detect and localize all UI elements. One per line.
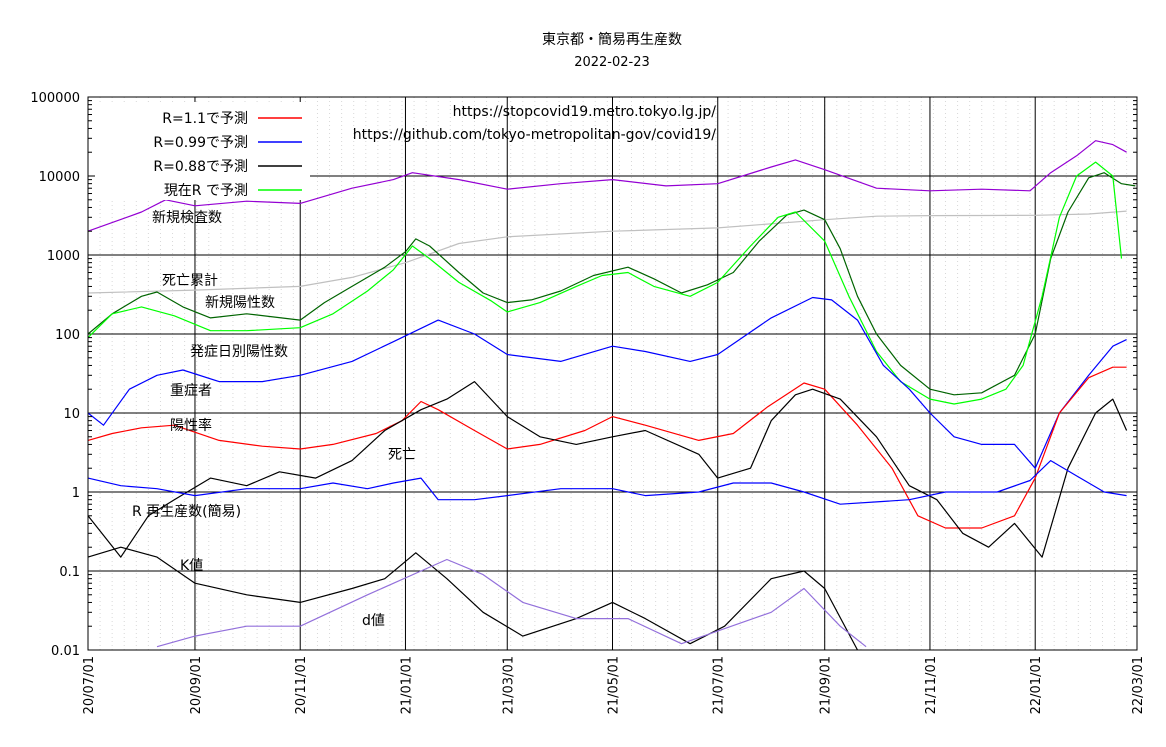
source-url: https://stopcovid19.metro.tokyo.lg.jp/ xyxy=(453,104,717,120)
source-urls: https://stopcovid19.metro.tokyo.lg.jp/ht… xyxy=(353,104,717,143)
series-line-発症日別陽性数 xyxy=(87,161,1123,405)
y-tick-label: 10000 xyxy=(39,170,80,185)
y-tick-label: 1000 xyxy=(47,249,80,264)
series-line-重症者 xyxy=(87,296,1127,469)
x-tick-label: 22/03/01 xyxy=(1131,656,1146,714)
annotation-label: 陽性率 xyxy=(170,417,212,434)
x-tick-label: 21/07/01 xyxy=(712,656,727,714)
x-tick-label: 20/09/01 xyxy=(189,656,204,714)
chart-subtitle: 2022-02-23 xyxy=(574,55,650,70)
legend-label: R=0.88で予測 xyxy=(153,159,248,175)
x-tick-label: 20/11/01 xyxy=(294,656,309,714)
series-line-K値 xyxy=(87,546,859,651)
series-layer xyxy=(87,140,1136,651)
series-line-R_再生産数(簡易) xyxy=(87,460,1127,505)
annotation-label: 新規陽性数 xyxy=(205,295,275,311)
y-tick-label: 1 xyxy=(72,486,80,501)
series-line-新規検査数 xyxy=(87,140,1127,232)
x-tick-label: 20/07/01 xyxy=(82,656,97,714)
axes: 0.01 0.1 1 10 100 1000 10000 100000 20/07/01 20/0… xyxy=(30,91,1146,714)
x-tick-label: 21/11/01 xyxy=(924,656,939,714)
series-line-新規陽性数 xyxy=(87,172,1136,396)
y-tick-label: 10 xyxy=(63,407,80,422)
annotation-label: R 再生産数(簡易) xyxy=(132,504,241,520)
x-tick-label: 21/03/01 xyxy=(501,656,516,714)
y-tick-label: 0.01 xyxy=(51,644,80,659)
annotation-label: 発症日別陽性数 xyxy=(190,344,288,360)
y-tick-label: 100 xyxy=(55,328,80,343)
series-line-d値 xyxy=(156,558,867,648)
annotation-label: 重症者 xyxy=(170,383,212,399)
series-line-陽性率 xyxy=(87,366,1127,529)
annotation-label: 死亡 xyxy=(388,447,416,463)
y-tick-label: 100000 xyxy=(30,91,80,106)
series-line-死亡 xyxy=(87,381,1128,558)
annotation-label: K値 xyxy=(180,558,203,574)
annotation-label: 死亡累計 xyxy=(162,273,218,289)
plot-frame xyxy=(87,96,1138,651)
x-tick-label: 21/09/01 xyxy=(819,656,834,714)
legend-label: R=1.1で予測 xyxy=(162,111,248,127)
chart-title: 東京都・簡易再生産数 xyxy=(542,32,682,48)
annotation-label: d値 xyxy=(362,613,385,629)
source-url: https://github.com/tokyo-metropolitan-go… xyxy=(353,127,717,143)
series-line-死亡累計 xyxy=(87,210,1127,294)
y-tick-label: 0.1 xyxy=(59,565,80,580)
x-tick-label: 21/01/01 xyxy=(399,656,414,714)
annotation-label: 新規検査数 xyxy=(152,210,222,226)
x-tick-label: 21/05/01 xyxy=(607,656,622,714)
legend-label: 現在R で予測 xyxy=(164,183,248,199)
x-tick-label: 22/01/01 xyxy=(1029,656,1044,714)
legend-label: R=0.99で予測 xyxy=(153,135,248,151)
